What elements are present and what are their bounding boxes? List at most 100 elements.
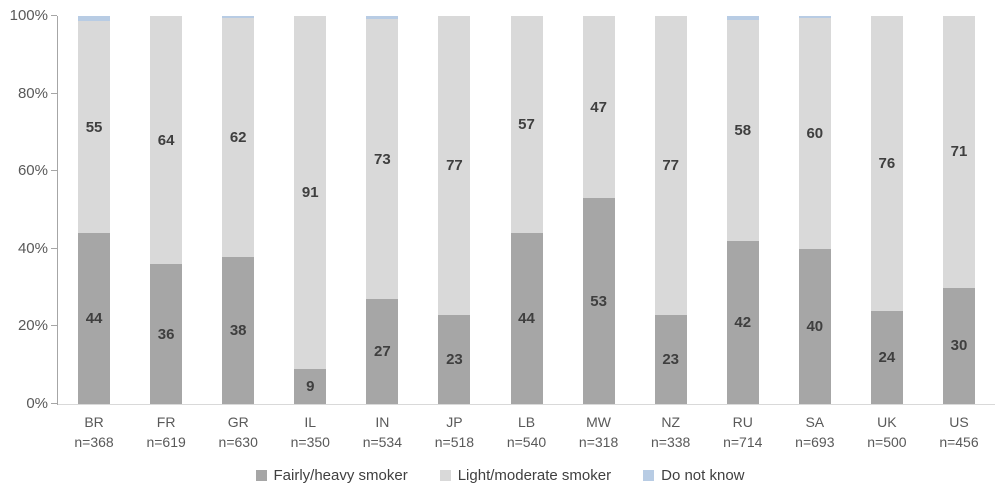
segment-do-not-know — [366, 16, 399, 20]
bar-column-sa: 40 60 — [779, 16, 851, 404]
stacked-bar-gr: 38 62 — [222, 16, 255, 404]
y-axis-line — [57, 16, 58, 405]
value-label: 53 — [590, 292, 607, 310]
segment-fairly-heavy-smoker: 38 — [222, 256, 255, 404]
segment-light-moderate-smoker: 58 — [726, 19, 759, 242]
category-label: IL — [304, 414, 317, 430]
y-axis-tick-label: 60% — [17, 162, 48, 180]
value-label: 24 — [878, 348, 896, 366]
sample-size-label: n=518 — [434, 434, 475, 450]
segment-fairly-heavy-smoker: 44 — [78, 233, 111, 404]
segment-fairly-heavy-smoker: 30 — [942, 287, 975, 404]
value-label: 44 — [518, 310, 535, 328]
value-label: 76 — [878, 154, 896, 172]
stacked-bar-lb: 44 57 — [510, 16, 543, 404]
segment-light-moderate-smoker: 62 — [222, 17, 255, 257]
bar-column-br: 44 55 — [58, 16, 130, 404]
category-label: IN — [375, 414, 390, 430]
segment-light-moderate-smoker: 71 — [942, 16, 975, 288]
x-axis-label-uk: UK n=500 — [851, 412, 923, 452]
category-label: UK — [877, 414, 897, 430]
category-label: FR — [156, 414, 176, 430]
legend-label: Fairly/heavy smoker — [273, 467, 408, 484]
x-axis-label-gr: GR n=630 — [202, 412, 274, 452]
legend-swatch-light-moderate-smoker — [439, 470, 451, 481]
sample-size-label: n=714 — [723, 434, 763, 450]
plot-area: 44 55 36 64 38 62 9 91 27 73 23 77 44 57 53 47 23 77 42 58 4… — [58, 16, 995, 404]
tick-mark — [51, 325, 57, 327]
segment-fairly-heavy-smoker: 42 — [726, 241, 759, 404]
sample-size-label: n=350 — [290, 434, 330, 450]
bar-column-nz: 23 77 — [635, 16, 707, 404]
bar-column-il: 9 91 — [274, 16, 346, 404]
category-label: US — [949, 414, 969, 430]
y-axis-tick-label: 0% — [26, 395, 48, 412]
x-axis-labels: BR n=368 FR n=619 GR n=630 IL n=350 IN n=534 JP n=5… — [58, 412, 995, 452]
segment-light-moderate-smoker: 91 — [294, 16, 327, 370]
segment-light-moderate-smoker: 55 — [78, 21, 111, 234]
legend-swatch-fairly-heavy-smoker — [255, 470, 267, 481]
stacked-bar-uk: 24 76 — [870, 16, 903, 404]
category-label: SA — [805, 414, 825, 430]
sample-size-label: n=534 — [362, 434, 403, 450]
category-label: BR — [84, 414, 104, 430]
value-label: 77 — [662, 156, 679, 174]
sample-size-label: n=693 — [795, 434, 835, 450]
sample-size-label: n=338 — [651, 434, 691, 450]
legend-label: Light/moderate smoker — [457, 467, 612, 484]
segment-light-moderate-smoker: 73 — [366, 19, 399, 300]
sample-size-label: n=456 — [939, 434, 979, 450]
stacked-bar-nz: 23 77 — [654, 16, 687, 404]
legend-label: Do not know — [661, 467, 745, 484]
tick-mark — [51, 403, 57, 404]
segment-fairly-heavy-smoker: 40 — [798, 248, 831, 404]
category-label: GR — [227, 414, 249, 430]
value-label: 42 — [734, 314, 752, 332]
sample-size-label: n=619 — [146, 434, 186, 450]
x-axis-label-us: US n=456 — [923, 412, 995, 452]
category-label: LB — [517, 414, 536, 430]
tick-mark — [51, 170, 57, 172]
segment-light-moderate-smoker: 77 — [654, 16, 687, 315]
stacked-bar-mw: 53 47 — [582, 16, 615, 404]
value-label: 40 — [806, 317, 824, 335]
sample-size-label: n=318 — [578, 434, 619, 450]
value-label: 62 — [229, 128, 247, 146]
segment-fairly-heavy-smoker: 24 — [870, 310, 903, 404]
sample-size-label: n=368 — [74, 434, 114, 450]
value-label: 47 — [590, 98, 607, 116]
x-axis-label-sa: SA n=693 — [779, 412, 851, 452]
stacked-bar-sa: 40 60 — [798, 16, 831, 404]
value-label: 38 — [229, 321, 247, 339]
legend-item-do-not-know: Do not know — [643, 467, 745, 484]
legend-swatch-do-not-know — [643, 470, 655, 481]
category-label: JP — [446, 414, 463, 430]
sample-size-label: n=500 — [867, 434, 907, 450]
value-label: 91 — [301, 184, 319, 202]
segment-fairly-heavy-smoker: 9 — [294, 369, 327, 404]
sample-size-label: n=540 — [506, 434, 547, 450]
value-label: 23 — [446, 350, 463, 368]
category-label: RU — [732, 414, 753, 430]
segment-light-moderate-smoker: 77 — [438, 16, 471, 315]
y-axis-tick-label: 80% — [17, 84, 48, 102]
category-label: NZ — [661, 414, 680, 430]
value-label: 77 — [446, 156, 463, 174]
y-axis-tick-label: 40% — [17, 239, 48, 257]
stacked-bar-ru: 42 58 — [726, 16, 759, 404]
segment-fairly-heavy-smoker: 44 — [510, 233, 543, 404]
legend-item-fairly-heavy-smoker: Fairly/heavy smoker — [255, 467, 408, 484]
value-label: 60 — [806, 124, 824, 142]
value-label: 58 — [734, 121, 752, 139]
bar-column-in: 27 73 — [346, 16, 418, 404]
segment-do-not-know — [798, 16, 831, 18]
bar-column-lb: 44 57 — [490, 16, 562, 404]
x-axis-label-lb: LB n=540 — [490, 412, 562, 452]
segment-do-not-know — [78, 16, 111, 22]
legend: Fairly/heavy smoker Light/moderate smoke… — [0, 467, 1000, 484]
y-axis-tick-marks — [51, 15, 57, 404]
value-label: 73 — [374, 150, 391, 168]
stacked-bar-il: 9 91 — [294, 16, 327, 404]
value-label: 44 — [85, 310, 103, 328]
